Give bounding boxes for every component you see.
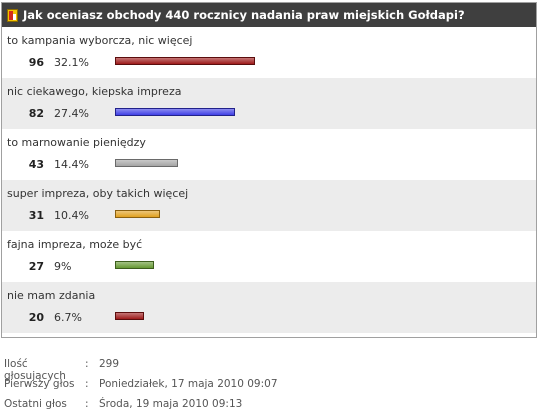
meta-first-value: Poniedziałek, 17 maja 2010 09:07 [99, 378, 278, 390]
option-bar [115, 57, 255, 65]
option-percent: 6.7% [54, 311, 82, 324]
option-label: super impreza, oby takich więcej [7, 187, 189, 200]
meta-first-vote: Pierwszy głos : Poniedziałek, 17 maja 20… [4, 378, 278, 398]
option-count: 82 [28, 107, 44, 120]
option-bar [115, 108, 235, 116]
option-count: 27 [28, 260, 44, 273]
poll-results: Jak oceniasz obchody 440 rocznicy nadani… [1, 2, 537, 338]
option-count: 43 [28, 158, 44, 171]
option-label: to marnowanie pieniędzy [7, 136, 146, 149]
option-bar [115, 261, 154, 269]
meta-last-label: Ostatni głos [4, 398, 67, 410]
poll-option: super impreza, oby takich więcej 31 10.4… [2, 180, 536, 231]
meta-separator: : [85, 378, 89, 390]
meta-separator: : [85, 398, 89, 410]
option-count: 20 [28, 311, 44, 324]
meta-last-vote: Ostatni głos : Środa, 19 maja 2010 09:13 [4, 398, 278, 418]
option-count: 96 [28, 56, 44, 69]
option-percent: 14.4% [54, 158, 89, 171]
option-label: to kampania wyborcza, nic więcej [7, 34, 193, 47]
meta-first-label: Pierwszy głos [4, 378, 75, 390]
option-bar-track [115, 261, 415, 269]
option-count: 31 [28, 209, 44, 222]
option-bar-track [115, 108, 415, 116]
option-bar [115, 210, 160, 218]
option-label: fajna impreza, może być [7, 238, 143, 251]
poll-option: fajna impreza, może być 27 9% [2, 231, 536, 282]
option-label: nie mam zdania [7, 289, 96, 302]
meta-voters: Ilość głosujących : 299 [4, 358, 278, 382]
option-label: nic ciekawego, kiepska impreza [7, 85, 182, 98]
poll-header: Jak oceniasz obchody 440 rocznicy nadani… [2, 3, 536, 27]
option-bar-track [115, 159, 415, 167]
poll-option: nic ciekawego, kiepska impreza 82 27.4% [2, 78, 536, 129]
option-percent: 27.4% [54, 107, 89, 120]
meta-voters-label: Ilość głosujących [4, 358, 66, 382]
poll-meta: Ilość głosujących : 299 Pierwszy głos : … [4, 358, 278, 418]
poll-option: to kampania wyborcza, nic więcej 96 32.1… [2, 27, 536, 78]
option-bar-track [115, 312, 415, 320]
option-bar-track [115, 210, 415, 218]
option-percent: 9% [54, 260, 72, 273]
option-bar [115, 159, 178, 167]
option-percent: 32.1% [54, 56, 89, 69]
option-bar-track [115, 57, 415, 65]
meta-last-value: Środa, 19 maja 2010 09:13 [99, 398, 243, 410]
poll-chart-icon [7, 8, 18, 22]
meta-voters-value: 299 [99, 358, 120, 370]
poll-title: Jak oceniasz obchody 440 rocznicy nadani… [23, 8, 465, 22]
option-bar [115, 312, 144, 320]
option-percent: 10.4% [54, 209, 89, 222]
meta-separator: : [85, 358, 89, 370]
poll-option: to marnowanie pieniędzy 43 14.4% [2, 129, 536, 180]
poll-option: nie mam zdania 20 6.7% [2, 282, 536, 333]
